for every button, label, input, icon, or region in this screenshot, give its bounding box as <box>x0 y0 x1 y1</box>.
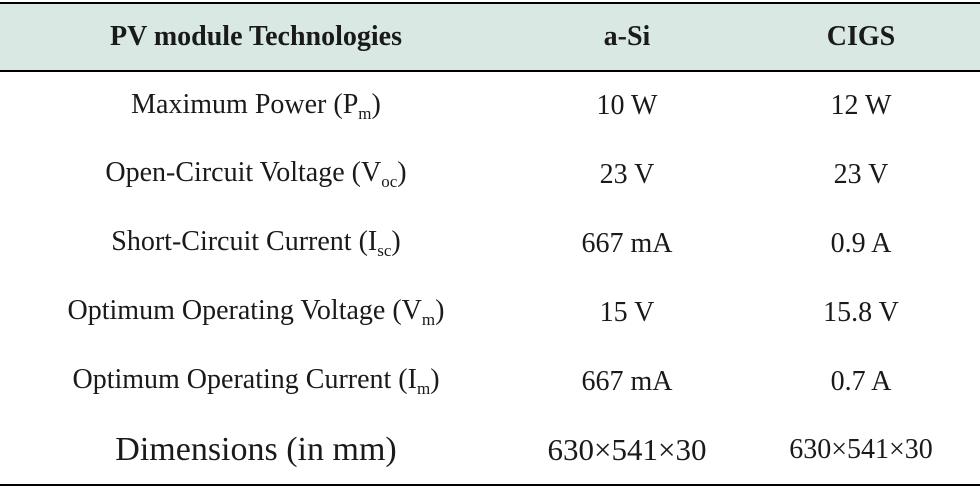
row-label: Short-Circuit Current (Isc) <box>0 209 512 278</box>
label-subscript: m <box>421 310 436 329</box>
value-cell: 23 V <box>833 158 889 190</box>
value-cell: 15.8 V <box>823 296 899 328</box>
value-cell: 630×541×30 <box>742 416 980 486</box>
table-row: Open-Circuit Voltage (Voc) 23 V 23 V <box>0 140 980 209</box>
value-cell: 15 V <box>599 296 655 328</box>
value-cell: 10 W <box>596 90 658 121</box>
row-label: Optimum Operating Current (Im) <box>0 347 512 416</box>
label-subscript: oc <box>381 172 398 191</box>
label-subscript: m <box>416 379 431 398</box>
label-end: ) <box>391 226 401 257</box>
header-cell: PV module Technologies <box>0 2 512 72</box>
row-label: Dimensions (in mm) <box>0 416 512 486</box>
label-end: ) <box>371 88 381 120</box>
value-cell: 667 mA <box>581 227 673 259</box>
label-subscript: sc <box>377 241 392 260</box>
header-cell: CIGS <box>742 2 980 72</box>
value-cell: 12 W <box>830 90 892 121</box>
table-row: Short-Circuit Current (Isc) 667 mA 0.9 A <box>0 209 980 278</box>
value-cell: 0.7 A <box>830 365 892 397</box>
value-cell: 667 mA <box>581 365 673 397</box>
header-row: PV module Technologies a-Si CIGS <box>0 2 980 72</box>
row-label: Maximum Power (Pm) <box>0 71 512 140</box>
label-text: Optimum Operating Current (I <box>72 364 417 395</box>
label-text: Open-Circuit Voltage (V <box>105 157 382 188</box>
value-cell: 630×541×30 <box>512 416 742 486</box>
value-cell: 0.9 A <box>830 227 892 259</box>
value-cell: 23 V <box>599 158 655 190</box>
row-label: Optimum Operating Voltage (Vm) <box>0 278 512 347</box>
label-text: Optimum Operating Voltage (V <box>67 295 422 326</box>
label-end: ) <box>435 295 445 326</box>
label-end: ) <box>430 364 440 395</box>
table-row: Maximum Power (Pm) 10 W 12 W <box>0 71 980 140</box>
label-subscript: m <box>358 103 372 123</box>
label-end: ) <box>397 157 407 188</box>
label-text: Maximum Power (P <box>131 88 359 120</box>
table-header: PV module Technologies a-Si CIGS <box>0 2 980 72</box>
table-row: Optimum Operating Current (Im) 667 mA 0.7 … <box>0 347 980 416</box>
label-text: Short-Circuit Current (I <box>111 226 378 257</box>
table-body: Maximum Power (Pm) 10 W 12 W Open-Circuit V… <box>0 71 980 486</box>
table-row: Optimum Operating Voltage (Vm) 15 V 15.8 V <box>0 278 980 347</box>
row-label: Open-Circuit Voltage (Voc) <box>0 140 512 209</box>
header-cell: a-Si <box>512 2 742 72</box>
table-row: Dimensions (in mm) 630×541×30 630×541×30 <box>0 416 980 486</box>
